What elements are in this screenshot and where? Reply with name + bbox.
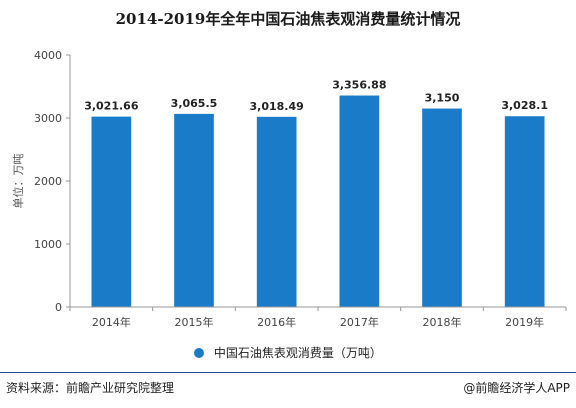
y-tick-label: 4000 [34,49,62,62]
footer-divider [0,372,576,373]
data-label: 3,150 [425,92,460,105]
y-tick-label: 2000 [34,175,62,188]
x-tick-label: 2017年 [340,315,379,329]
data-label: 3,021.66 [84,100,139,113]
x-tick-label: 2018年 [423,315,462,329]
y-axis: 0 1000 2000 3000 4000 [34,49,71,314]
y-tick-label: 1000 [34,238,62,251]
footer-brand: @前瞻经济学人APP [463,381,570,395]
bar [91,116,132,307]
bar-chart: 0 1000 2000 3000 4000 3,021.66 3,065.5 3,018.4… [11,49,567,329]
legend-label: 中国石油焦表观消费量（万吨） [213,346,382,360]
legend: 中国石油焦表观消费量（万吨） [0,344,576,361]
data-label: 3,356.88 [332,79,386,92]
x-tick-label: 2014年 [92,315,131,329]
data-label: 3,018.49 [250,100,304,113]
bar [422,108,462,307]
x-tick-label: 2016年 [257,315,296,329]
data-label: 3,065.5 [171,97,218,110]
bar [339,95,380,307]
bar [256,116,297,307]
bar [504,116,545,307]
data-label: 3,028.1 [501,99,548,112]
x-tick-label: 2015年 [175,315,214,329]
chart-title: 2014-2019年全年中国石油焦表观消费量统计情况 [115,10,461,28]
legend-marker [194,347,205,358]
bar [174,113,214,307]
x-axis: 2014年 2015年 2016年 2017年 2018年 2019年 [69,306,567,329]
y-axis-title: 单位：万吨 [11,154,25,209]
x-tick-label: 2019年 [505,315,544,329]
y-tick-label: 3000 [34,112,62,125]
y-tick-label: 0 [55,301,62,314]
footer-source: 资料来源：前瞻产业研究院整理 [6,381,175,395]
bars: 3,021.66 3,065.5 3,018.49 3,356.88 3,150 3,02… [84,79,548,307]
